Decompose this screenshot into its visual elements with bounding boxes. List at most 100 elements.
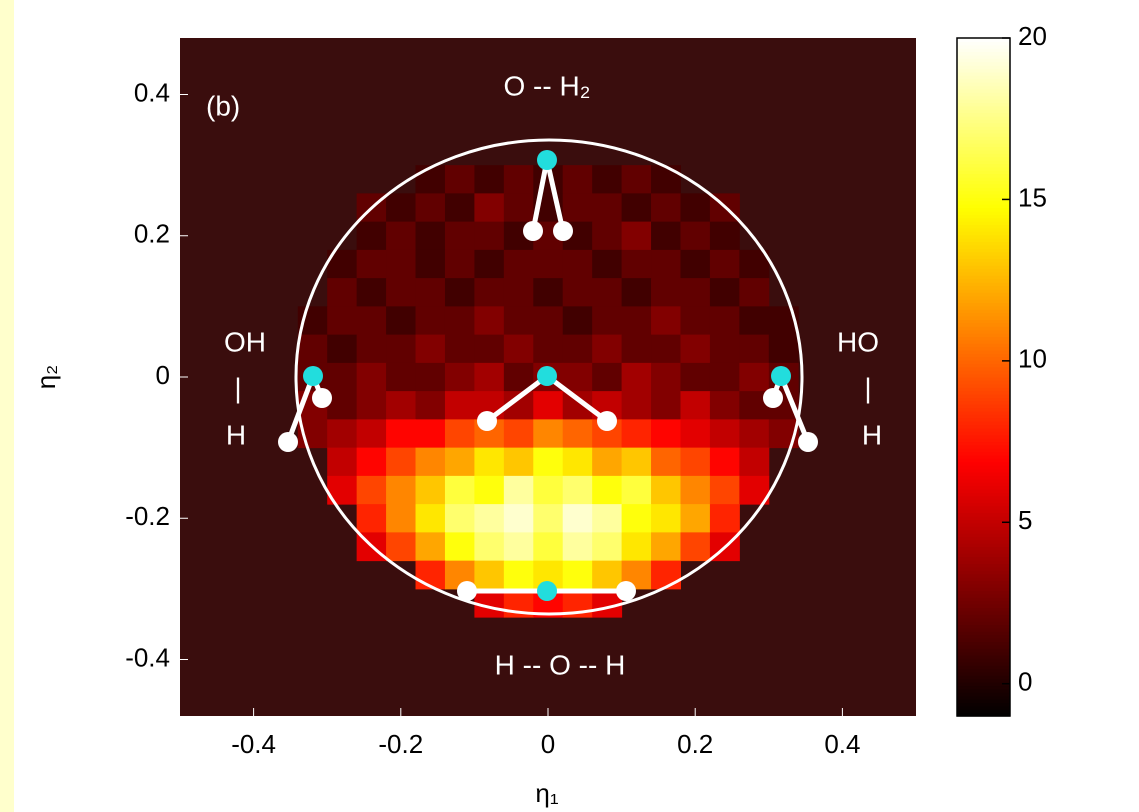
heat-cell xyxy=(651,249,681,279)
heat-cell xyxy=(356,221,387,251)
heat-cell xyxy=(444,475,475,505)
heat-cell xyxy=(327,278,358,307)
colorbar-swatch xyxy=(957,458,1010,463)
colorbar-swatch xyxy=(957,54,1010,59)
colorbar-swatch xyxy=(957,234,1010,239)
heat-cell xyxy=(356,391,387,420)
colorbar-swatch xyxy=(957,183,1010,188)
colorbar-swatch xyxy=(957,122,1010,127)
heat-cell xyxy=(503,193,534,223)
heat-cell xyxy=(444,447,475,477)
heat-cell xyxy=(592,334,623,364)
heat-cell xyxy=(386,419,417,449)
heat-cell xyxy=(415,532,446,562)
heat-cell xyxy=(444,362,475,392)
heat-cell xyxy=(621,278,652,307)
colorbar-swatch xyxy=(957,370,1010,375)
colorbar-swatch xyxy=(957,712,1010,717)
colorbar-swatch xyxy=(957,132,1010,137)
colorbar-swatch xyxy=(957,295,1010,300)
colorbar-swatch xyxy=(957,258,1010,263)
heat-cell xyxy=(592,475,623,505)
heat-cell xyxy=(680,475,711,505)
heat-cell xyxy=(709,475,740,505)
colorbar-swatch xyxy=(957,675,1010,680)
annotation: HO xyxy=(837,326,879,357)
colorbar-swatch xyxy=(957,454,1010,459)
colorbar-swatch xyxy=(957,549,1010,554)
heat-cell xyxy=(533,278,564,307)
heat-cell xyxy=(562,193,593,223)
colorbar-swatch xyxy=(957,305,1010,310)
heat-cell xyxy=(327,391,358,420)
heat-cell xyxy=(386,447,417,477)
annotation: | xyxy=(234,372,241,403)
colorbar-swatch xyxy=(957,495,1010,500)
colorbar-swatch xyxy=(957,614,1010,619)
heat-cell xyxy=(680,447,711,477)
colorbar-tick-label: 5 xyxy=(1018,505,1032,535)
colorbar xyxy=(957,38,1010,717)
heat-cell xyxy=(474,165,505,194)
heat-cell xyxy=(562,504,593,533)
colorbar-swatch xyxy=(957,41,1010,46)
colorbar-swatch xyxy=(957,105,1010,110)
colorbar-swatch xyxy=(957,441,1010,446)
colorbar-swatch xyxy=(957,82,1010,87)
heat-cell xyxy=(503,475,534,505)
heat-cell xyxy=(680,419,711,449)
colorbar-swatch xyxy=(957,705,1010,710)
colorbar-swatch xyxy=(957,180,1010,185)
colorbar-swatch xyxy=(957,570,1010,575)
colorbar-swatch xyxy=(957,241,1010,246)
heat-cell xyxy=(562,475,593,505)
heat-cell xyxy=(651,306,681,336)
colorbar-swatch xyxy=(957,71,1010,76)
colorbar-swatch xyxy=(957,119,1010,124)
colorbar-swatch xyxy=(957,421,1010,426)
colorbar-swatch xyxy=(957,393,1010,398)
colorbar-swatch xyxy=(957,468,1010,473)
colorbar-swatch xyxy=(957,380,1010,385)
colorbar-swatch xyxy=(957,68,1010,73)
colorbar-swatch xyxy=(957,593,1010,598)
colorbar-swatch xyxy=(957,604,1010,609)
heat-cell xyxy=(739,278,770,307)
colorbar-swatch xyxy=(957,271,1010,276)
colorbar-swatch xyxy=(957,587,1010,592)
heat-cell xyxy=(592,278,623,307)
colorbar-tick-label: 0 xyxy=(1018,667,1032,697)
heat-cell xyxy=(386,193,417,223)
heat-cell xyxy=(651,447,681,477)
colorbar-swatch xyxy=(957,58,1010,63)
colorbar-swatch xyxy=(957,353,1010,358)
colorbar-swatch xyxy=(957,583,1010,588)
heat-cell xyxy=(386,306,417,336)
heat-cell xyxy=(592,221,623,251)
heat-cell xyxy=(533,532,564,562)
overlay: (b) O -- H₂ OH | H HO | H H -- O -- H xyxy=(206,70,882,680)
colorbar-swatch xyxy=(957,126,1010,131)
x-tick-label: -0.4 xyxy=(231,729,276,759)
heatmap xyxy=(297,165,799,618)
colorbar-swatch xyxy=(957,556,1010,561)
annotation: O -- H₂ xyxy=(503,70,590,101)
heat-cell xyxy=(592,193,623,223)
heat-cell xyxy=(709,391,740,420)
colorbar-swatch xyxy=(957,634,1010,639)
colorbar-swatch xyxy=(957,505,1010,510)
colorbar-swatch xyxy=(957,265,1010,270)
x-tick-label: -0.2 xyxy=(378,729,423,759)
heat-cell xyxy=(503,165,534,194)
colorbar-swatch xyxy=(957,176,1010,181)
colorbar-swatch xyxy=(957,112,1010,117)
heat-cell xyxy=(739,419,770,449)
colorbar-swatch xyxy=(957,532,1010,537)
colorbar-swatch xyxy=(957,160,1010,165)
heat-cell xyxy=(503,560,534,590)
colorbar-swatch xyxy=(957,187,1010,192)
heat-cell xyxy=(386,504,417,533)
colorbar-swatch xyxy=(957,638,1010,643)
heat-cell xyxy=(562,560,593,590)
heat-cell xyxy=(356,447,387,477)
